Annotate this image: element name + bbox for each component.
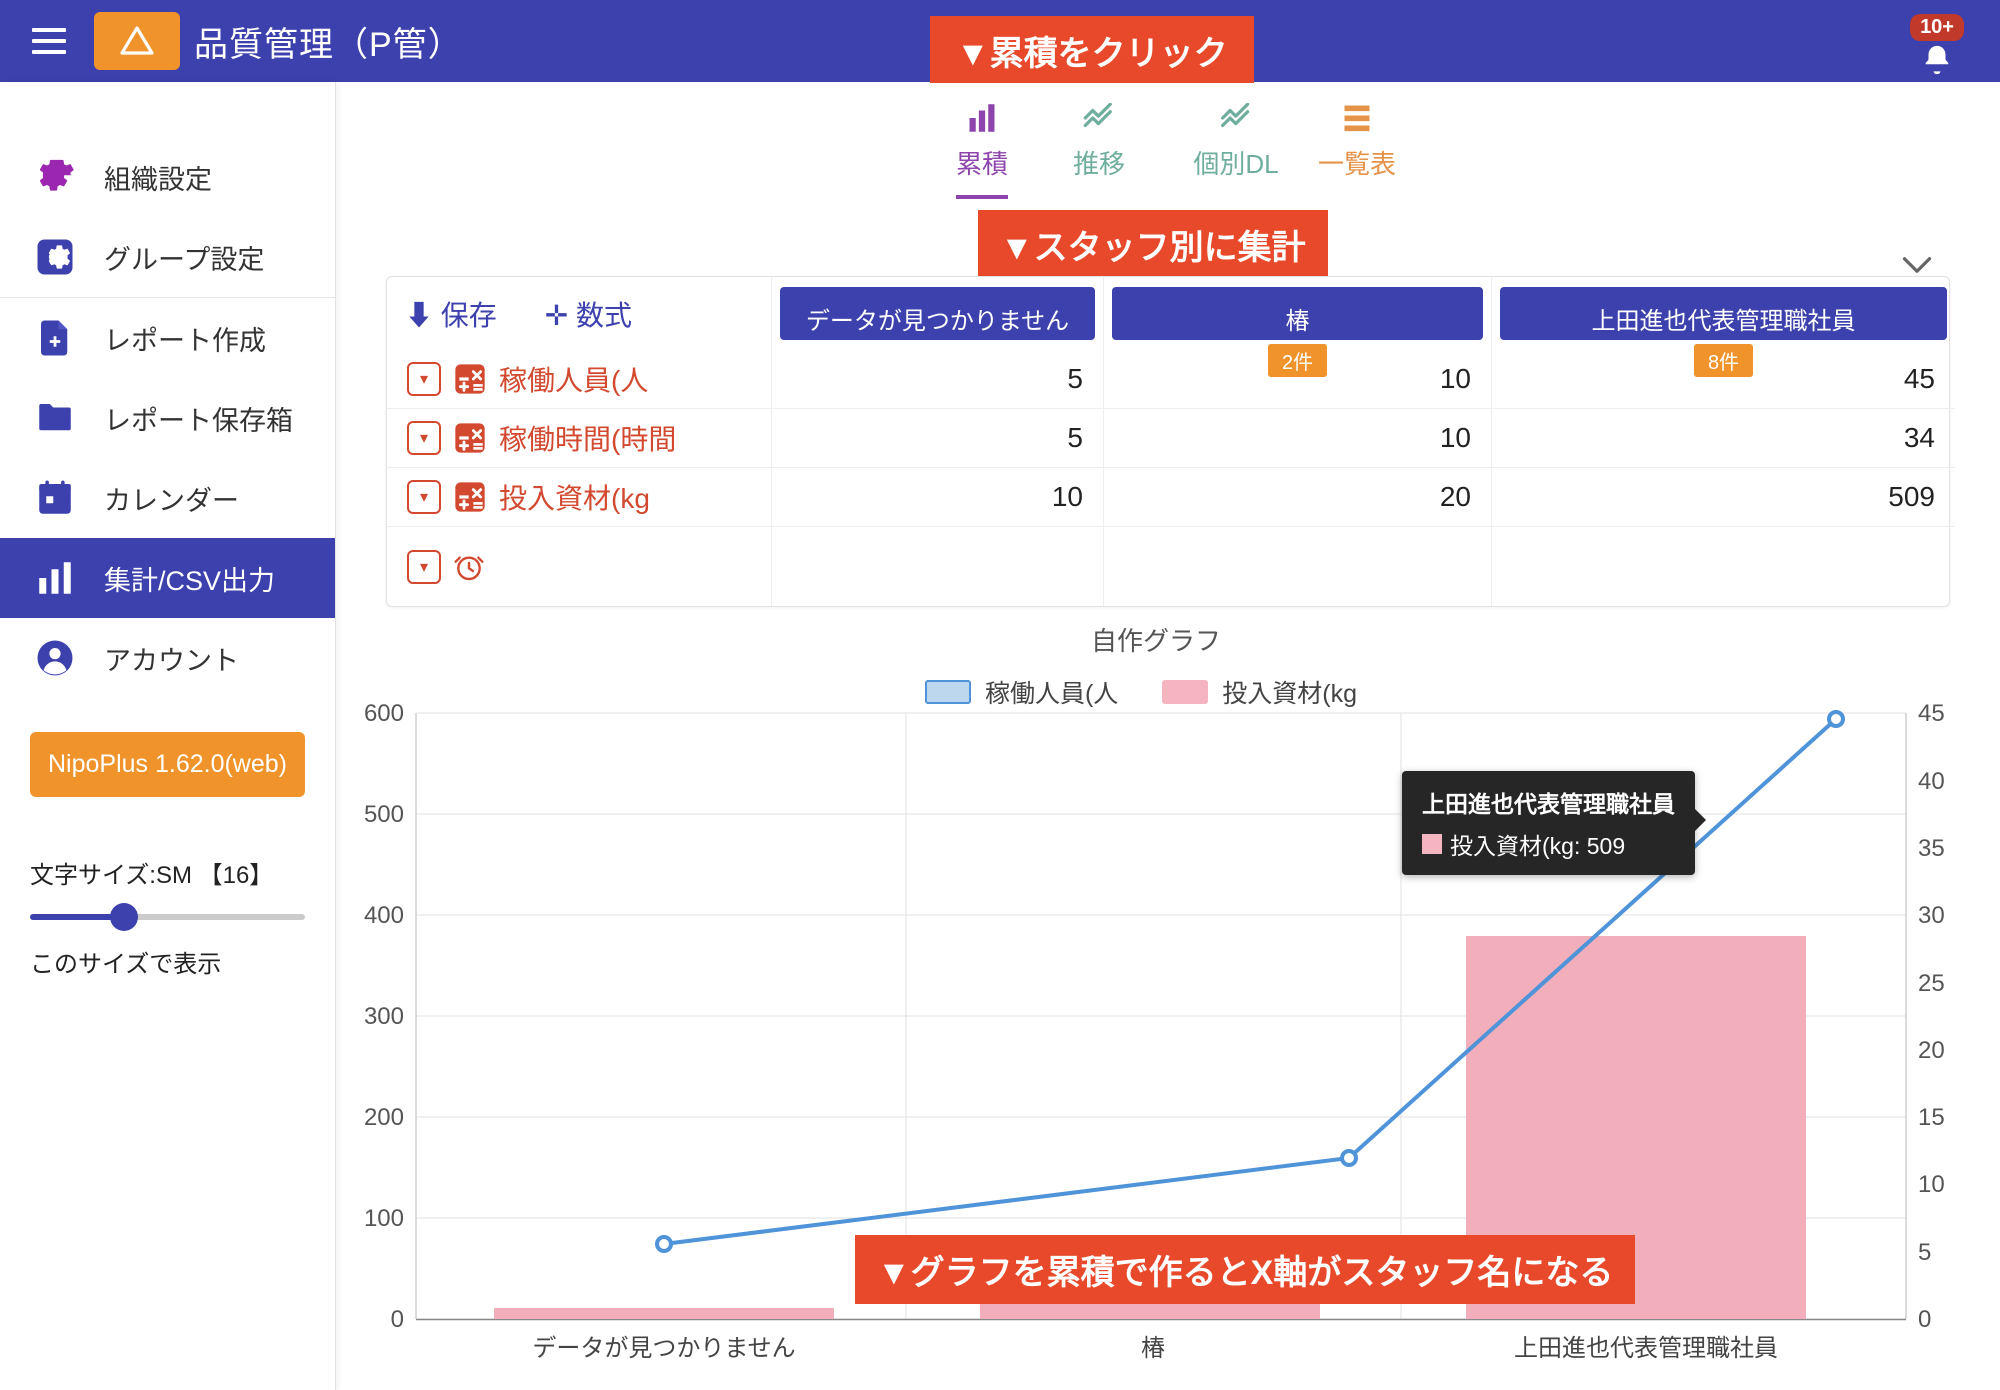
svg-text:データが見つかりません: データが見つかりません — [532, 1335, 795, 1362]
svg-text:椿: 椿 — [1141, 1335, 1165, 1362]
svg-text:40: 40 — [1918, 768, 1945, 795]
svg-text:600: 600 — [364, 700, 404, 727]
svg-text:25: 25 — [1918, 970, 1945, 997]
svg-text:30: 30 — [1918, 902, 1945, 929]
svg-text:200: 200 — [364, 1104, 404, 1131]
svg-text:300: 300 — [364, 1003, 404, 1030]
svg-text:10: 10 — [1918, 1171, 1945, 1198]
svg-text:0: 0 — [391, 1306, 404, 1333]
svg-text:20: 20 — [1918, 1037, 1945, 1064]
svg-text:500: 500 — [364, 801, 404, 828]
svg-text:35: 35 — [1918, 835, 1945, 862]
svg-text:100: 100 — [364, 1205, 404, 1232]
svg-text:0: 0 — [1918, 1306, 1931, 1333]
svg-text:5: 5 — [1918, 1239, 1931, 1266]
svg-text:上田進也代表管理職社員: 上田進也代表管理職社員 — [1514, 1335, 1778, 1362]
svg-text:400: 400 — [364, 902, 404, 929]
svg-text:45: 45 — [1918, 700, 1945, 727]
svg-text:15: 15 — [1918, 1104, 1945, 1131]
